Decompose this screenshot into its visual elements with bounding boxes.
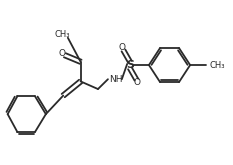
Text: S: S bbox=[126, 60, 134, 70]
Text: O: O bbox=[119, 43, 126, 52]
Text: O: O bbox=[134, 78, 140, 87]
Text: NH: NH bbox=[109, 75, 123, 84]
Text: CH₃: CH₃ bbox=[54, 30, 70, 39]
Text: O: O bbox=[58, 49, 65, 58]
Text: CH₃: CH₃ bbox=[209, 61, 225, 70]
